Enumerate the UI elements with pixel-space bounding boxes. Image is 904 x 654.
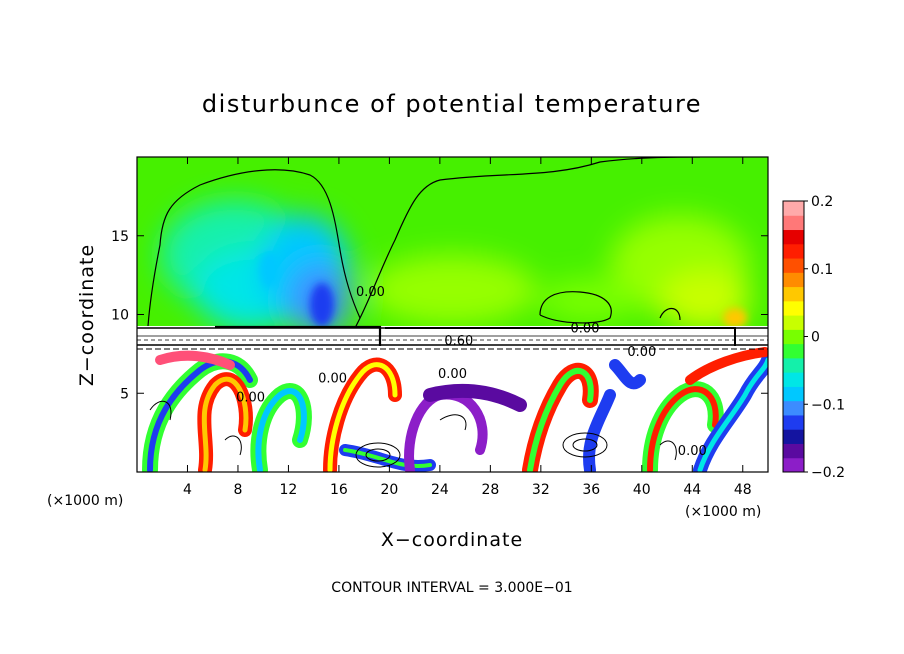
colorbar-tick-label: −0.2 bbox=[811, 465, 845, 481]
colorbar-segment bbox=[783, 329, 804, 345]
x-tick-label: 32 bbox=[532, 482, 550, 498]
colorbar-segment bbox=[783, 315, 804, 330]
colorbar-segment bbox=[783, 286, 804, 302]
z-unit-label: (×1000 m) bbox=[47, 493, 123, 509]
contour-label: 0.00 bbox=[236, 391, 265, 406]
colorbar-tick-label: 0.2 bbox=[811, 194, 833, 210]
colorbar-segment bbox=[783, 272, 804, 288]
x-axis-ticks: 4 8 12 16 20 24 28 32 36 40 44 48 bbox=[183, 157, 752, 498]
y-tick-label: 10 bbox=[111, 308, 129, 324]
colorbar-segment bbox=[783, 400, 804, 416]
contour-interval-note: CONTOUR INTERVAL = 3.000E−01 bbox=[331, 580, 572, 596]
contour-label: 0.00 bbox=[571, 321, 600, 336]
y-tick-label: 15 bbox=[111, 229, 129, 245]
chart-title: disturbunce of potential temperature bbox=[202, 90, 702, 118]
colorbar-segment bbox=[783, 201, 804, 216]
contour-label: 0.00 bbox=[438, 367, 467, 382]
contour-label: 0.00 bbox=[678, 444, 707, 459]
colorbar-segment bbox=[783, 372, 804, 387]
contour-label: 0.00 bbox=[627, 345, 656, 360]
colorbar-segment bbox=[783, 357, 804, 373]
contour-labels: 0.00 0.00 0.60 0.00 0.00 0.00 0.00 0.00 bbox=[236, 285, 707, 459]
x-tick-label: 28 bbox=[481, 482, 499, 498]
x-tick-label: 12 bbox=[280, 482, 298, 498]
colorbar-segment bbox=[783, 229, 804, 245]
y-axis-ticks: 5 10 15 bbox=[111, 229, 768, 402]
stable-layer-band bbox=[137, 325, 768, 350]
colorbar-tick-label: −0.1 bbox=[811, 397, 845, 413]
colorbar-segment bbox=[783, 300, 804, 316]
contour-label: 0.60 bbox=[444, 334, 473, 349]
x-tick-label: 36 bbox=[582, 482, 600, 498]
x-unit-label: (×1000 m) bbox=[685, 504, 761, 520]
colorbar-segment bbox=[783, 429, 804, 444]
colorbar-segment bbox=[783, 457, 804, 473]
colorbar-tick-label: 0 bbox=[811, 330, 820, 346]
y-axis-label: Z−coordinate bbox=[76, 244, 98, 386]
x-axis-label: X−coordinate bbox=[381, 529, 523, 551]
colorbar-segment bbox=[783, 215, 804, 231]
x-tick-label: 24 bbox=[431, 482, 449, 498]
x-tick-label: 40 bbox=[633, 482, 651, 498]
x-tick-label: 20 bbox=[380, 482, 398, 498]
contour-label: 0.00 bbox=[318, 372, 347, 387]
y-tick-label: 5 bbox=[120, 386, 129, 402]
x-tick-label: 48 bbox=[734, 482, 752, 498]
colorbar-segment bbox=[783, 386, 804, 402]
lower-field bbox=[137, 345, 768, 472]
x-tick-label: 44 bbox=[683, 482, 701, 498]
x-tick-label: 4 bbox=[183, 482, 192, 498]
contour-label: 0.00 bbox=[356, 285, 385, 300]
colorbar: 0.2 0.1 0 −0.1 −0.2 bbox=[782, 194, 845, 481]
colorbar-segment bbox=[783, 343, 804, 359]
x-tick-label: 8 bbox=[233, 482, 242, 498]
plot-area: 0.00 0.00 0.60 0.00 0.00 0.00 0.00 0.00 bbox=[137, 157, 768, 472]
colorbar-segment bbox=[783, 443, 804, 459]
colorbar-tick-label: 0.1 bbox=[811, 262, 833, 278]
colorbar-segment bbox=[783, 414, 804, 430]
x-tick-label: 16 bbox=[330, 482, 348, 498]
contour-lines bbox=[147, 157, 701, 329]
upper-field-cores bbox=[260, 252, 747, 328]
colorbar-segment bbox=[783, 258, 804, 273]
colorbar-segment bbox=[783, 243, 804, 259]
